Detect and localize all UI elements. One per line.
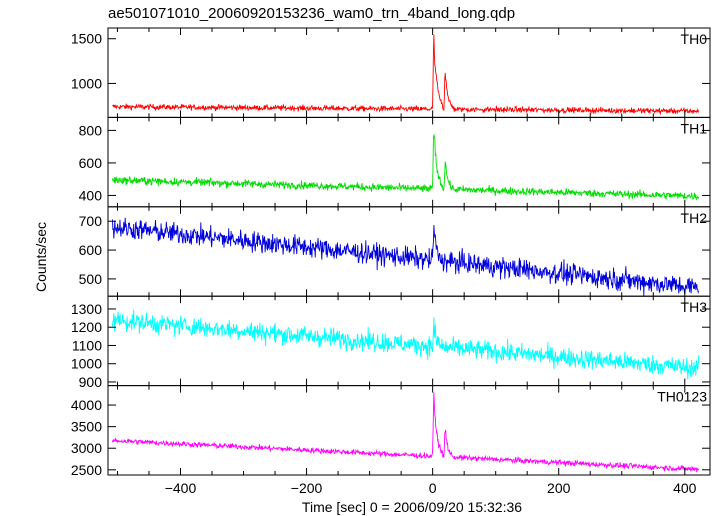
y-tick-label: 1000 [71,75,102,91]
y-tick-label: 500 [79,271,103,287]
chart-title: ae501071010_20060920153236_wam0_trn_4ban… [108,5,515,22]
panels-group: 1000 1500 TH0 400 600 800 TH1 500 600 700 TH2 900 10… [71,27,711,478]
series-line-th1 [111,134,700,201]
panel-label: TH0123 [657,389,707,405]
x-tick-label: −200 [291,480,323,496]
y-tick-label: 800 [79,122,103,138]
panel-label: TH2 [681,210,708,226]
panel-th0123: 2500 3000 3500 4000 TH0123 [71,385,711,478]
x-axis-label: Time [sec] 0 = 2006/09/20 15:32:36 [302,499,522,515]
x-tick-label: −400 [165,480,197,496]
panel-th3: 900 1000 1100 1200 1300 TH3 [71,295,711,390]
y-tick-label: 1300 [71,301,102,317]
y-axis-label: Counts/sec [33,222,49,292]
series-line-th2 [111,217,700,297]
y-tick-label: 600 [79,242,103,258]
panel-label: TH0 [681,31,708,47]
y-tick-label: 900 [79,374,103,390]
panel-th0: 1000 1500 TH0 [71,27,711,118]
y-tick-label: 1100 [72,337,102,353]
panel-frame [107,27,711,118]
y-tick-label: 1200 [71,319,102,335]
panel-frame [107,385,711,476]
y-tick-label: 3500 [71,419,102,435]
series-line-th0 [112,34,700,116]
y-tick-label: 600 [79,155,103,171]
y-tick-label: 400 [79,187,103,203]
panel-label: TH1 [681,120,708,136]
y-tick-label: 1500 [71,31,102,47]
series-line-th0123 [111,392,700,473]
x-tick-label: 0 [429,480,437,496]
y-tick-label: 2500 [71,462,102,478]
y-tick-label: 3000 [71,440,102,456]
x-axis-tick-labels: −400 −200 0 200 400 [165,480,697,496]
y-tick-label: 1000 [71,356,102,372]
panel-th1: 400 600 800 TH1 [79,116,711,208]
panel-th2: 500 600 700 TH2 [79,206,711,297]
y-tick-label: 700 [79,213,103,229]
series-line-th3 [111,309,700,380]
y-tick-label: 4000 [71,397,102,413]
panel-label: TH3 [681,299,708,315]
x-tick-label: 400 [673,480,697,496]
x-tick-label: 200 [547,480,571,496]
